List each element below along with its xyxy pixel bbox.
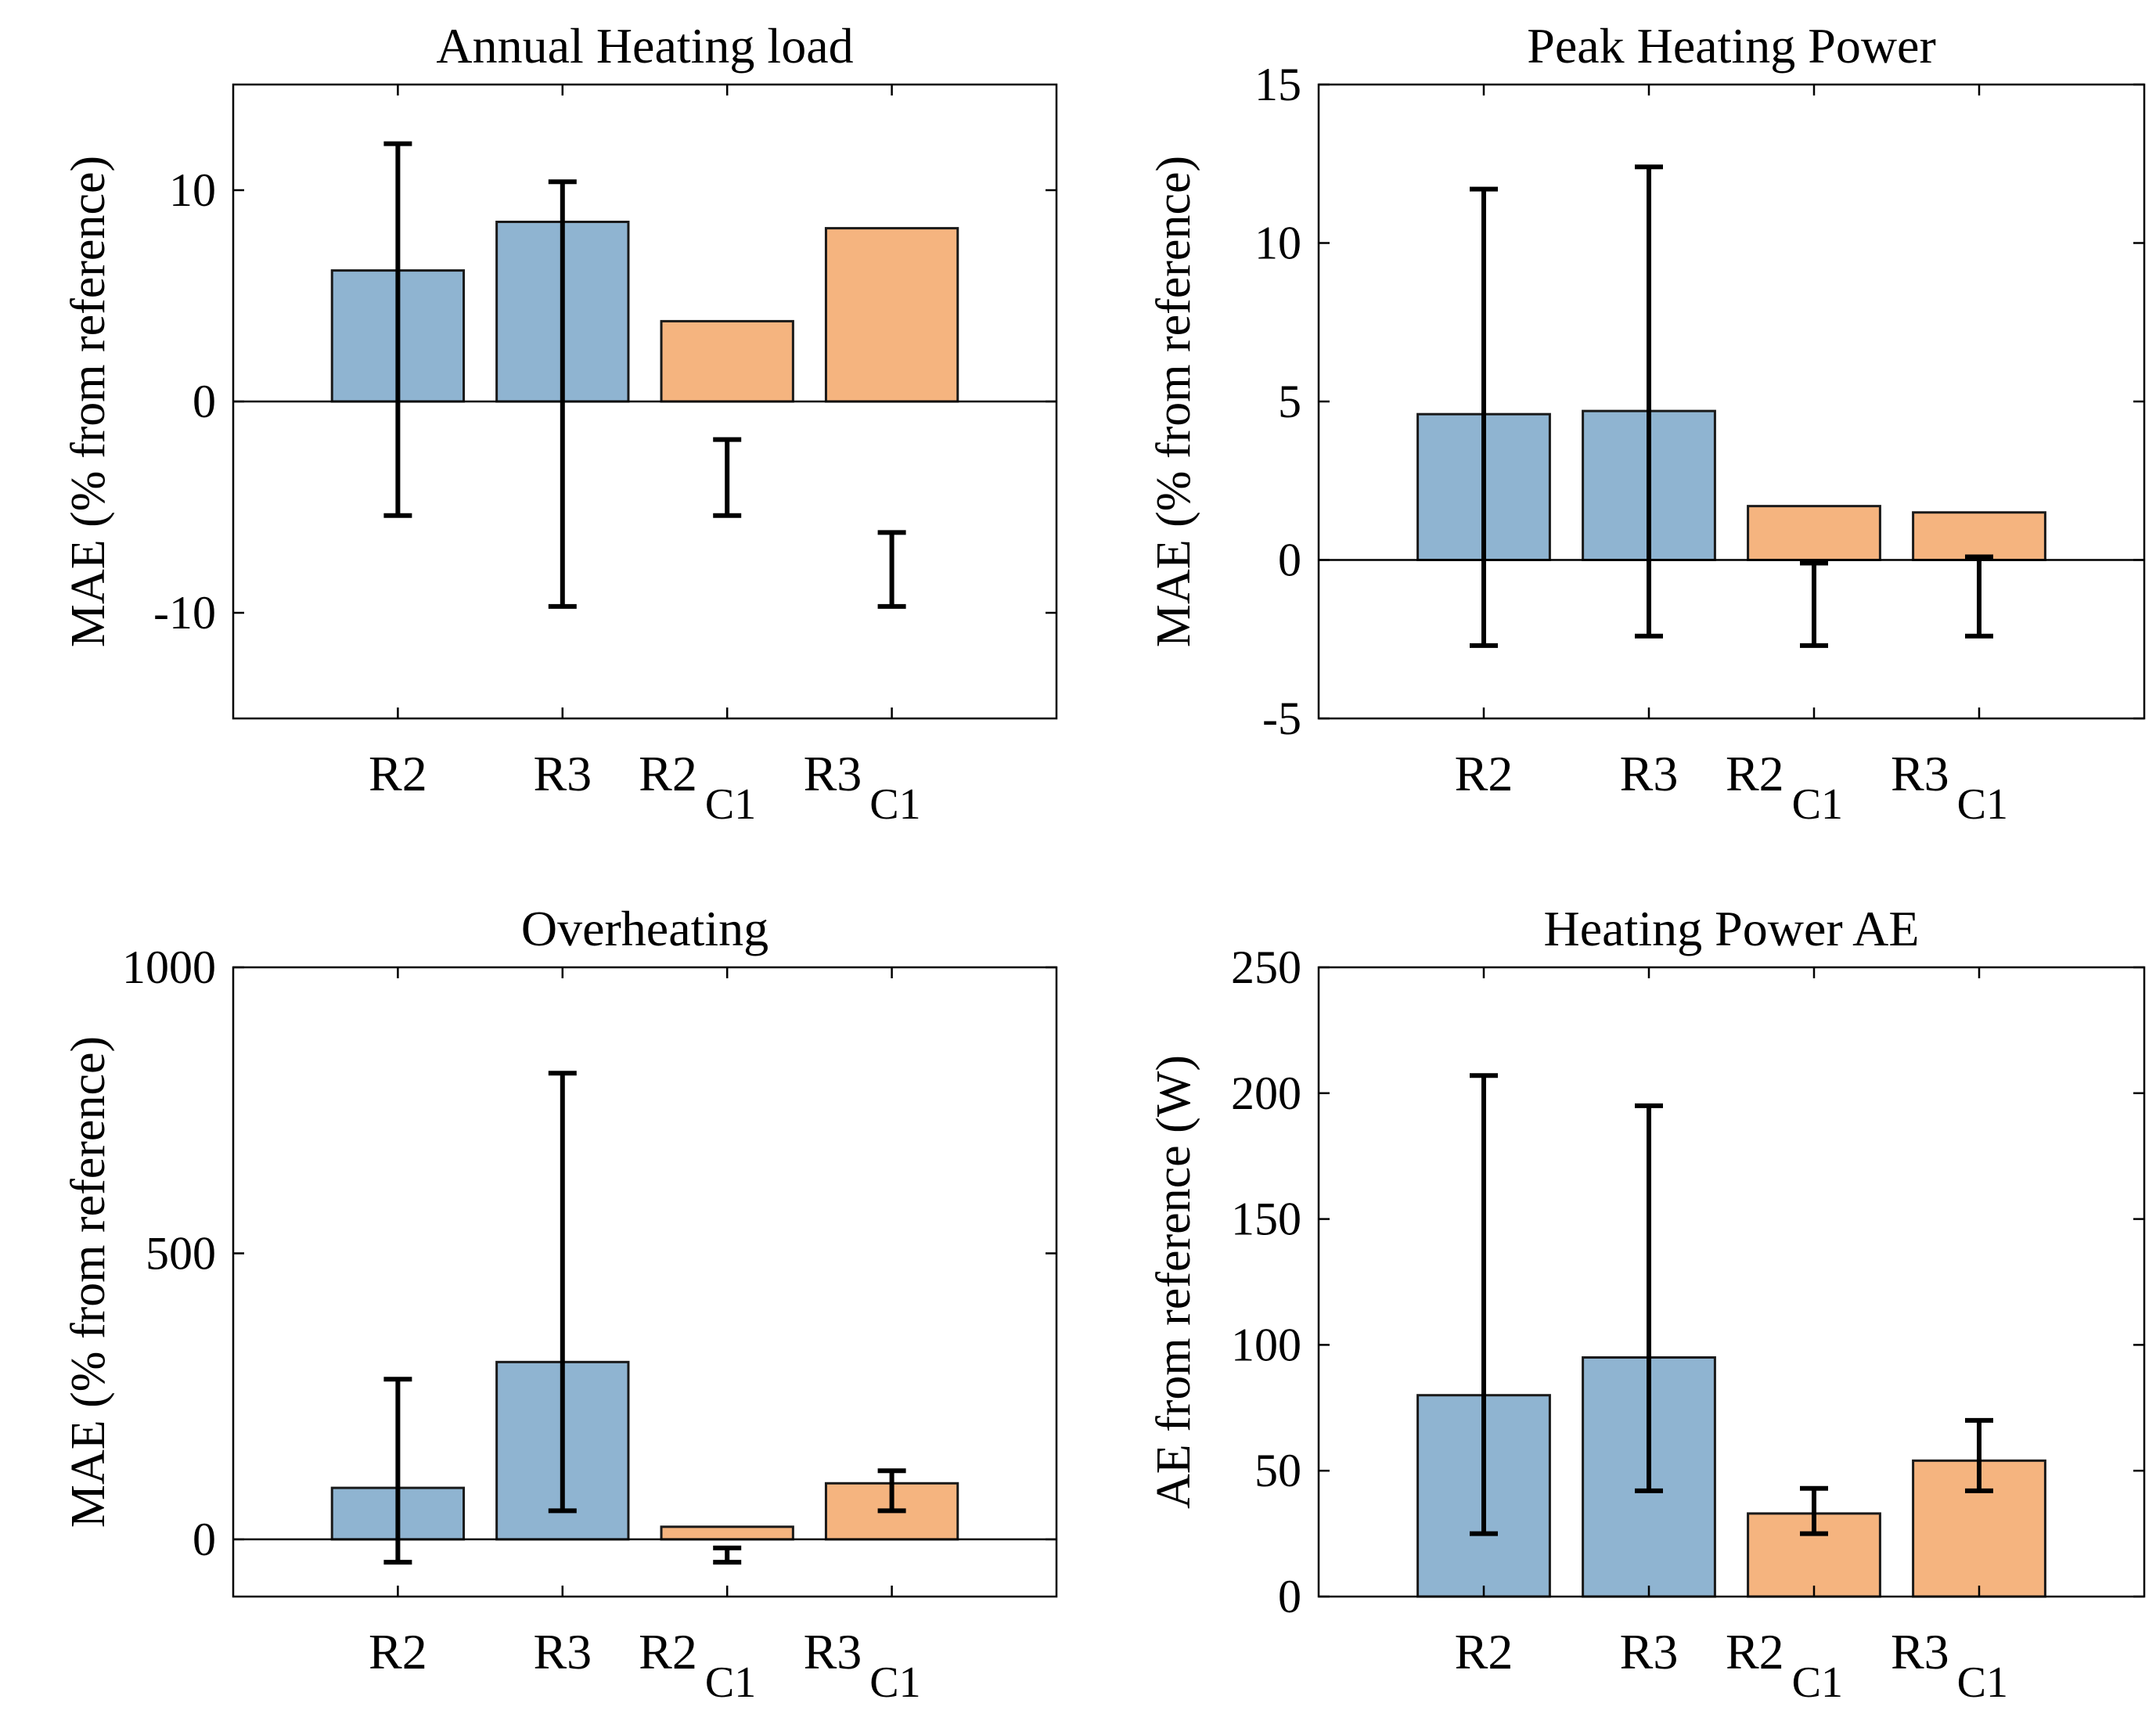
error-bar xyxy=(548,179,577,609)
y-tick-label: -5 xyxy=(1262,693,1301,744)
error-bar xyxy=(713,1545,742,1565)
chart-panel-4: 0 50 100 150 200 250 R2 R3 R2C1 R3C1 Heating Power… xyxy=(1147,901,2146,1707)
y-tick-label: 0 xyxy=(193,376,216,427)
y-tick-label: 150 xyxy=(1231,1194,1301,1245)
axes-box xyxy=(232,966,1058,1598)
axes-box xyxy=(1317,966,2146,1598)
y-axis-label: MAE (% from reference) xyxy=(1147,156,1200,647)
error-bar xyxy=(877,530,906,609)
error-bar xyxy=(713,437,742,518)
chart-panel-2: -5 0 5 10 15 R2 R3 R2C1 R3C1 Peak Heating Power MA… xyxy=(1147,18,2146,829)
x-tick-label: R3 xyxy=(533,746,592,801)
bar-r3-c1 xyxy=(1912,511,2046,561)
x-tick-label: R3 xyxy=(1620,746,1679,801)
x-tick-label: R2C1 xyxy=(1726,746,1843,829)
y-tick-label: -10 xyxy=(153,587,216,639)
x-tick-label: R3 xyxy=(1620,1624,1679,1680)
x-tick-label: R2 xyxy=(1455,1624,1514,1680)
y-tick-label: 0 xyxy=(1278,535,1301,586)
y-axis-label: AE from reference (W) xyxy=(1147,1055,1200,1509)
y-tick-label: 0 xyxy=(1278,1571,1301,1622)
x-tick-label: R3C1 xyxy=(1891,746,2008,829)
x-tick-label: R3 xyxy=(533,1624,592,1680)
y-tick-label: 15 xyxy=(1254,59,1301,110)
error-bar xyxy=(383,141,412,518)
x-tick-label: R2C1 xyxy=(639,746,756,829)
y-tick-label: 0 xyxy=(193,1514,216,1565)
error-bar xyxy=(877,1468,906,1514)
y-axis-label: MAE (% from reference) xyxy=(62,1036,115,1528)
error-bar xyxy=(1965,554,1993,639)
x-tick-label: R2C1 xyxy=(1726,1624,1843,1707)
chart-title: Annual Heating load xyxy=(436,18,853,74)
x-tick-label: R2 xyxy=(1455,746,1514,801)
x-tick-label: R2C1 xyxy=(639,1624,756,1707)
error-bar xyxy=(1965,1417,1993,1493)
error-bar xyxy=(548,1071,577,1514)
chart-title: Peak Heating Power xyxy=(1527,18,1936,74)
bar-r2-c1 xyxy=(1747,505,1881,562)
y-tick-label: 250 xyxy=(1231,942,1301,993)
y-tick-label: 100 xyxy=(1231,1319,1301,1370)
error-bar xyxy=(1635,164,1663,639)
x-tick-label: R3C1 xyxy=(804,1624,921,1707)
chart-panel-1: -10 0 10 R2 R3 R2C1 R3C1 Annual Heating load MAE… xyxy=(62,18,1058,829)
y-tick-label: 1000 xyxy=(122,942,216,993)
chart-panel-3: 0 500 1000 R2 R3 R2C1 R3C1 Overheating MAE (% fr… xyxy=(62,901,1058,1707)
x-tick-label: R2 xyxy=(369,1624,427,1680)
y-tick-label: 10 xyxy=(169,164,216,216)
bar-r3-c1 xyxy=(824,227,959,403)
error-bar xyxy=(1800,560,1828,648)
x-tick-label: R3C1 xyxy=(804,746,921,829)
error-bar xyxy=(1800,1485,1828,1536)
bar-r2-c1 xyxy=(660,319,794,403)
chart-title: Heating Power AE xyxy=(1544,901,1920,956)
y-tick-label: 5 xyxy=(1278,376,1301,427)
error-bar xyxy=(383,1377,412,1565)
y-tick-label: 500 xyxy=(146,1227,216,1279)
error-bar xyxy=(1635,1103,1663,1493)
chart-title: Overheating xyxy=(521,901,768,956)
x-tick-label: R3C1 xyxy=(1891,1624,2008,1707)
error-bar xyxy=(1470,186,1498,648)
bar-r2-c1 xyxy=(660,1525,794,1541)
y-tick-label: 10 xyxy=(1254,218,1301,269)
x-tick-label: R2 xyxy=(369,746,427,801)
y-axis-label: MAE (% from reference) xyxy=(62,156,115,647)
error-bar xyxy=(1470,1073,1498,1536)
y-tick-label: 50 xyxy=(1254,1445,1301,1496)
y-tick-label: 200 xyxy=(1231,1068,1301,1119)
